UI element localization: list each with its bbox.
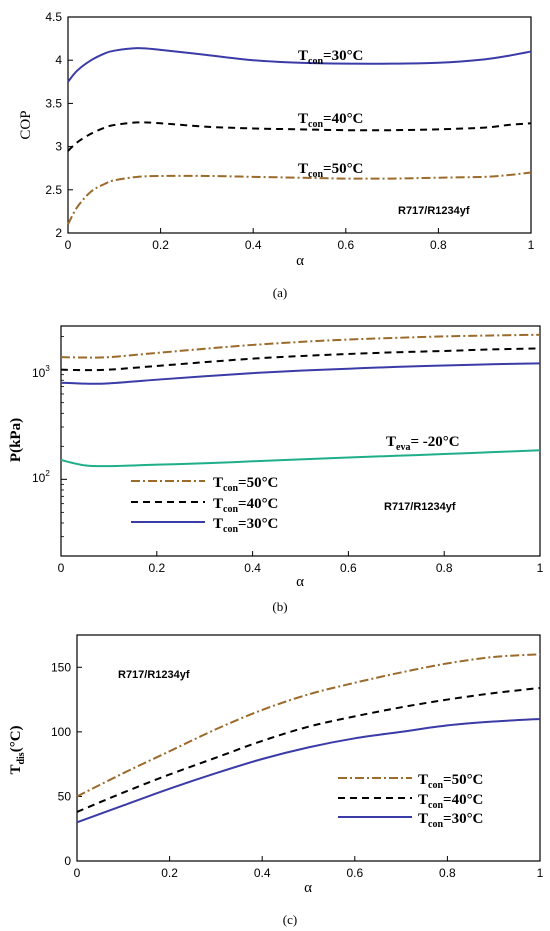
y-tick-label-b-1000: 103 <box>32 364 50 380</box>
y-axis-label-a: COP <box>18 110 34 139</box>
caption-a: (a) <box>273 285 287 300</box>
x-tick-label: 0 <box>65 238 72 252</box>
series-line-tcon-40-c <box>76 686 541 813</box>
x-ticks-a: 0 0.2 0.4 0.6 0.8 1 <box>65 228 535 252</box>
x-axis-label-c: α <box>304 880 312 896</box>
legend-label-tcon40-b: Tcon=40°C <box>213 496 278 515</box>
y-tick-label: 50 <box>58 789 72 803</box>
y-tick-label: 3 <box>55 140 62 154</box>
x-tick-label: 1 <box>537 866 544 880</box>
y-tick-label: 4.5 <box>45 10 62 24</box>
chart-a: 0 0.2 0.4 0.6 0.8 1 2 2.5 3 3.5 4 4.5 α COP Tcon=3… <box>18 10 535 300</box>
x-tick-label: 0.4 <box>244 561 261 575</box>
series-lines-c <box>76 653 541 824</box>
annotation-tcon50-a: Tcon=50°C <box>298 161 363 180</box>
panel-a: 0 0.2 0.4 0.6 0.8 1 2 2.5 3 3.5 4 4.5 α COP Tcon=3… <box>0 0 550 310</box>
legend-label-tcon30-b: Tcon=30°C <box>213 516 278 535</box>
series-line-tcon-50-c <box>67 171 532 225</box>
y-tick-label: 3.5 <box>45 96 62 110</box>
x-tick-label: 0.6 <box>337 238 354 252</box>
x-tick-label: 0 <box>58 561 65 575</box>
x-tick-label: 0.2 <box>161 866 178 880</box>
y-tick-label-b-100: 102 <box>32 469 50 485</box>
legend-c: Tcon=50°C Tcon=40°C Tcon=30°C <box>338 772 483 830</box>
plot-frame-b <box>60 325 541 557</box>
series-line-tcon-30-c <box>67 47 532 83</box>
x-axis-label-b: α <box>296 574 304 590</box>
y-tick-label: 0 <box>64 854 71 868</box>
x-ticks-c: 0 0.2 0.4 0.6 0.8 1 <box>74 856 544 880</box>
x-tick-label: 0.4 <box>254 866 271 880</box>
y-ticks-a: 2 2.5 3 3.5 4 4.5 <box>45 10 73 240</box>
caption-c: (c) <box>283 912 297 927</box>
series-line-tcon-40-c <box>60 347 541 372</box>
y-ticks-c: 0 50 100 150 <box>51 660 82 868</box>
chart-b: 0 0.2 0.4 0.6 0.8 1 103 102 α P(kPa) Teva= -2… <box>8 325 544 614</box>
series-line-tcon-40-c <box>67 121 532 152</box>
series-line-tcon-30-c <box>76 717 541 824</box>
legend-label-tcon50-b: Tcon=50°C <box>213 475 278 494</box>
y-tick-label: 4 <box>55 53 62 67</box>
caption-b: (b) <box>272 599 287 614</box>
x-tick-label: 0.8 <box>430 238 447 252</box>
refrigerant-label-a: R717/R1234yf <box>398 205 470 217</box>
legend-label-tcon50-c: Tcon=50°C <box>418 772 483 791</box>
legend-label-tcon30-c: Tcon=30°C <box>418 811 483 830</box>
series-lines-b <box>60 333 541 468</box>
x-tick-label: 0.6 <box>340 561 357 575</box>
y-ticks-b: 103 102 <box>32 336 67 538</box>
x-tick-label: 1 <box>528 238 535 252</box>
y-tick-label: 2 <box>55 226 62 240</box>
panel-c: 0 0.2 0.4 0.6 0.8 1 0 50 100 150 α Tdis(°C) R717… <box>0 620 550 931</box>
series-lines-a <box>67 47 532 225</box>
series-line-tcon-50-c <box>60 333 541 359</box>
annotation-tcon40-a: Tcon=40°C <box>298 111 363 130</box>
refrigerant-label-b: R717/R1234yf <box>384 501 456 513</box>
refrigerant-label-c: R717/R1234yf <box>118 669 190 681</box>
series-line-tcon-30-c <box>60 362 541 385</box>
x-tick-label: 1 <box>537 561 544 575</box>
y-tick-label: 100 <box>51 725 71 739</box>
series-line-teva-20-c <box>60 449 541 468</box>
legend-label-tcon40-c: Tcon=40°C <box>418 792 483 811</box>
x-tick-label: 0.6 <box>346 866 363 880</box>
x-ticks-b: 0 0.2 0.4 0.6 0.8 1 <box>58 551 544 575</box>
legend-b: Tcon=50°C Tcon=40°C Tcon=30°C <box>131 475 278 535</box>
x-tick-label: 0 <box>74 866 81 880</box>
x-tick-label: 0.8 <box>439 866 456 880</box>
series-line-tcon-50-c <box>76 653 541 798</box>
y-tick-label: 150 <box>51 660 71 674</box>
annotation-tcon30-a: Tcon=30°C <box>298 48 363 67</box>
y-axis-label-c: Tdis(°C) <box>8 725 27 774</box>
x-tick-label: 0.8 <box>436 561 453 575</box>
x-axis-label-a: α <box>296 253 304 269</box>
x-tick-label: 0.2 <box>152 238 169 252</box>
y-tick-label: 2.5 <box>45 183 62 197</box>
x-tick-label: 0.4 <box>245 238 262 252</box>
panel-b: 0 0.2 0.4 0.6 0.8 1 103 102 α P(kPa) Teva= -2… <box>0 310 550 620</box>
x-tick-label: 0.2 <box>148 561 165 575</box>
chart-c: 0 0.2 0.4 0.6 0.8 1 0 50 100 150 α Tdis(°C) R717… <box>8 634 544 927</box>
annotation-teva-b: Teva= -20°C <box>386 434 460 453</box>
y-axis-label-b: P(kPa) <box>8 418 24 462</box>
plot-frame-a <box>67 16 532 234</box>
plot-frame-c <box>76 634 541 862</box>
